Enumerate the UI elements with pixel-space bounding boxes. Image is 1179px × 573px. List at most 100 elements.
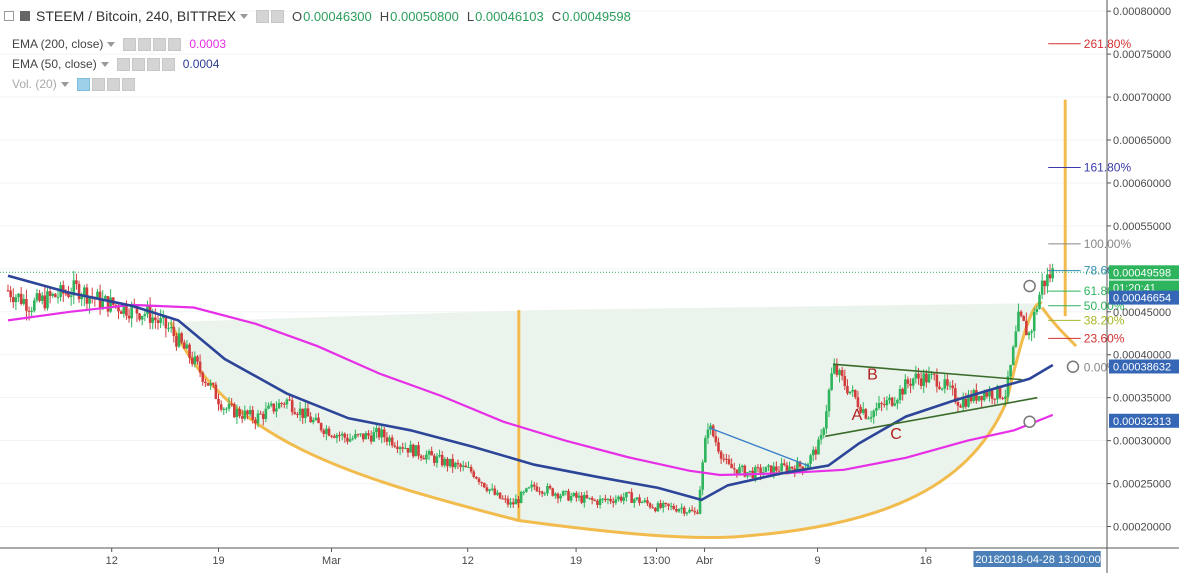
more-icon[interactable] xyxy=(106,77,120,91)
candle-body xyxy=(669,505,673,507)
candle-body xyxy=(996,385,999,400)
indicator-ema50-dropdown-icon[interactable] xyxy=(100,61,109,67)
indicator-volume[interactable]: Vol. (20) xyxy=(0,76,135,92)
candle-body xyxy=(209,383,212,386)
candle-body xyxy=(167,328,170,330)
candle-body xyxy=(338,434,341,436)
indicator-ema50[interactable]: EMA (50, close) 0.0004 xyxy=(0,56,219,72)
candle-body xyxy=(14,297,18,303)
candle-body xyxy=(330,435,333,437)
candle-body xyxy=(525,488,528,492)
price-badge-label: 0.00049598 xyxy=(1113,267,1171,279)
eye-icon[interactable] xyxy=(76,77,90,91)
candle-body xyxy=(688,509,691,513)
candle-body xyxy=(496,492,499,495)
candle-body xyxy=(885,400,889,406)
candle-body xyxy=(311,419,315,423)
indicator-ema200-dropdown-icon[interactable] xyxy=(107,41,116,47)
candle-body xyxy=(606,498,610,501)
settings-icon[interactable] xyxy=(138,37,152,51)
close-icon[interactable] xyxy=(168,37,182,51)
fib-label: 38.20% xyxy=(1084,313,1125,327)
more-icon[interactable] xyxy=(146,57,160,71)
close-icon[interactable] xyxy=(121,77,135,91)
candle-body xyxy=(1038,294,1041,310)
candle-body xyxy=(130,304,133,319)
candle-body xyxy=(982,392,986,401)
candle-body xyxy=(980,395,983,401)
candle-body xyxy=(554,493,557,496)
settings-icon[interactable] xyxy=(131,57,145,71)
candle-body xyxy=(282,403,286,405)
candle-body xyxy=(396,446,399,450)
candle-type-icon[interactable] xyxy=(20,11,30,21)
fib-label: 23.60% xyxy=(1084,331,1125,345)
candle-body xyxy=(825,411,828,429)
eye-icon[interactable] xyxy=(116,57,130,71)
close-icon[interactable] xyxy=(161,57,175,71)
candle-body xyxy=(322,430,326,434)
candle-body xyxy=(119,311,123,314)
candle-body xyxy=(754,467,757,479)
candle-body xyxy=(325,428,328,434)
candle-body xyxy=(775,466,778,471)
candle-body xyxy=(725,458,728,460)
eye-icon[interactable] xyxy=(255,9,269,23)
more-icon[interactable] xyxy=(153,37,167,51)
collapse-icon[interactable] xyxy=(4,11,14,21)
settings-icon[interactable] xyxy=(91,77,105,91)
candle-body xyxy=(272,403,276,412)
candle-body xyxy=(782,463,786,466)
candle-body xyxy=(519,491,523,504)
candle-body xyxy=(559,495,562,499)
candle-body xyxy=(390,437,394,446)
candle-body xyxy=(630,492,633,503)
y-tick-label: 0.00070000 xyxy=(1113,92,1171,104)
candle-body xyxy=(1017,311,1020,332)
candle-body xyxy=(848,391,852,394)
candle-body xyxy=(627,492,631,494)
candle-body xyxy=(125,304,128,316)
candle-body xyxy=(667,503,670,506)
candle-body xyxy=(577,495,581,498)
candle-body xyxy=(875,408,878,411)
candle-body xyxy=(951,385,954,389)
symbol-dropdown-icon[interactable] xyxy=(239,13,248,19)
candle-body xyxy=(301,408,305,418)
eye-icon[interactable] xyxy=(123,37,137,51)
candle-body xyxy=(864,409,868,419)
price-badge-label: 0.00038632 xyxy=(1113,361,1171,373)
candle-body xyxy=(361,433,365,440)
candle-body xyxy=(385,437,389,442)
handle-marker xyxy=(1066,360,1080,374)
candle-body xyxy=(872,410,876,417)
candle-body xyxy=(740,465,744,468)
candle-body xyxy=(654,508,657,512)
candle-body xyxy=(238,408,241,417)
indicator-volume-dropdown-icon[interactable] xyxy=(60,81,69,87)
candle-body xyxy=(372,432,376,442)
candle-body xyxy=(680,507,683,510)
candle-body xyxy=(954,388,957,403)
candle-body xyxy=(122,304,126,314)
pattern-label: A xyxy=(852,407,863,424)
candle-body xyxy=(417,445,420,456)
indicator-ema200[interactable]: EMA (200, close) 0.0003 xyxy=(0,36,226,52)
symbol-title: STEEM / Bitcoin, 240, BITTREX xyxy=(36,8,236,24)
candle-body xyxy=(969,394,973,402)
candle-body xyxy=(904,379,907,395)
candle-body xyxy=(796,461,799,473)
settings-icon[interactable] xyxy=(270,9,284,23)
candle-body xyxy=(38,293,41,301)
candle-body xyxy=(367,433,370,436)
candle-body xyxy=(675,509,678,512)
candle-body xyxy=(304,408,307,418)
candle-body xyxy=(956,402,960,406)
candle-body xyxy=(240,416,244,419)
candle-body xyxy=(967,394,970,407)
ohlc-close-key: C xyxy=(551,8,562,24)
candle-body xyxy=(188,344,191,358)
candle-body xyxy=(269,403,273,406)
candle-body xyxy=(1011,346,1015,365)
